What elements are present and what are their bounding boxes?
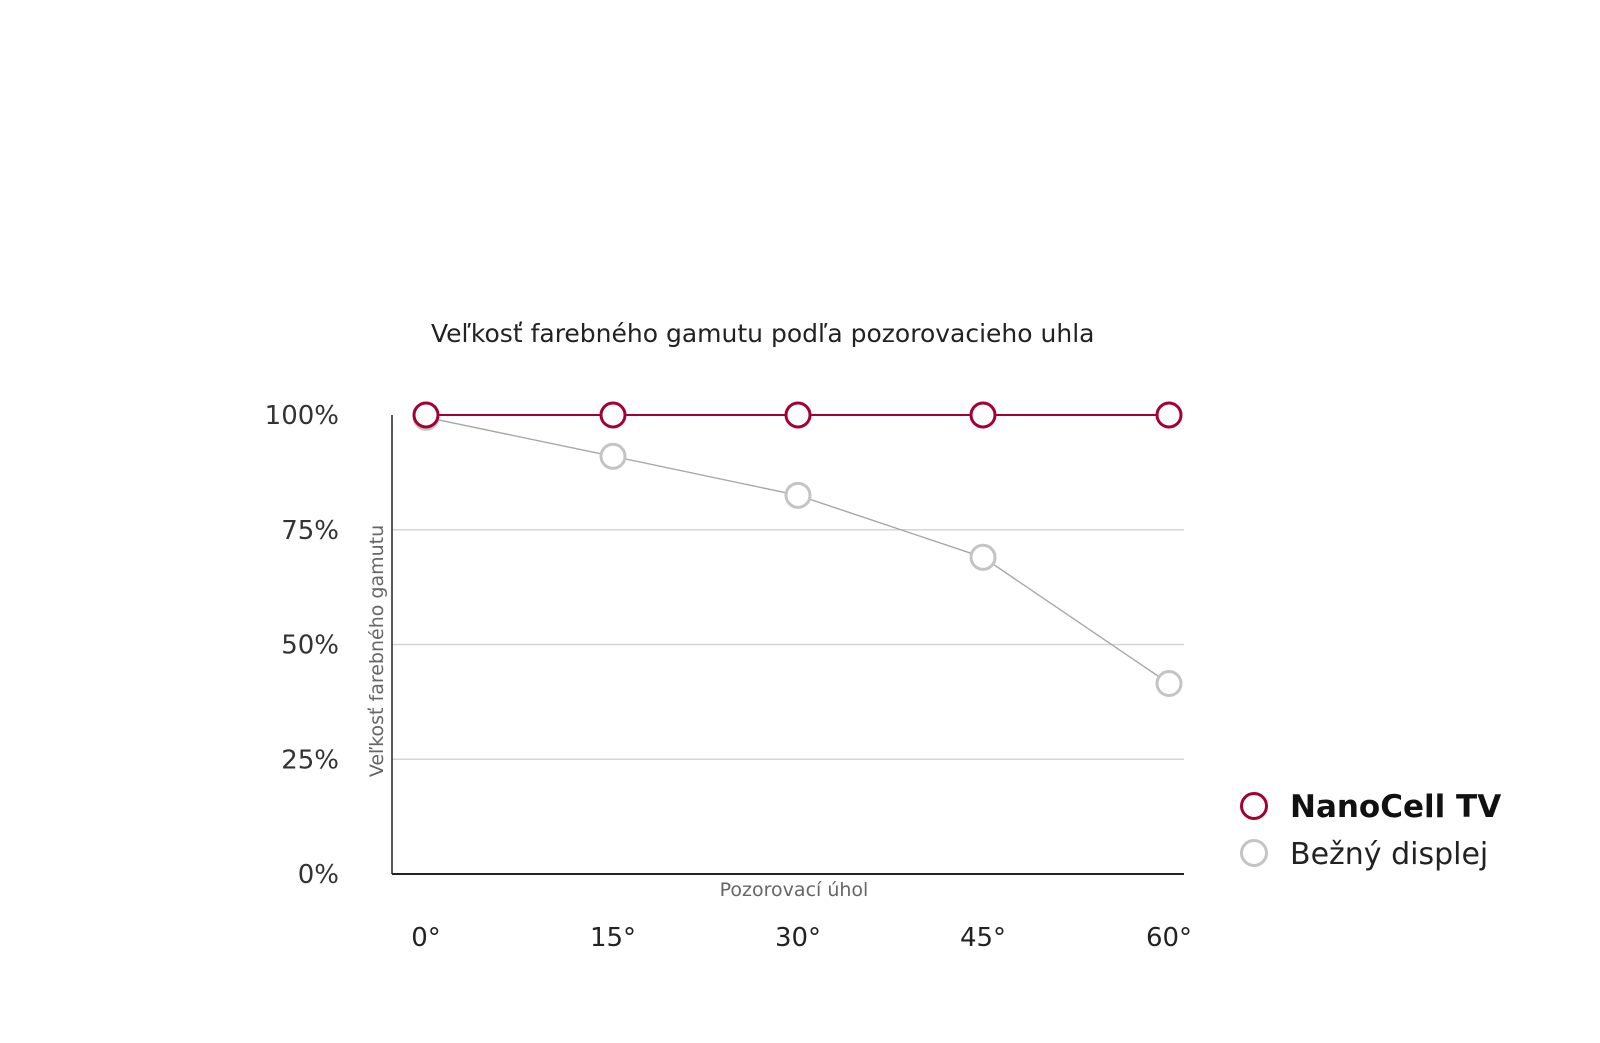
data-point-bezny-3 — [969, 543, 997, 571]
x-tick-label-2: 30° — [775, 923, 821, 953]
data-point-nanocell-4 — [1155, 401, 1183, 429]
legend-marker-nanocell — [1240, 792, 1268, 820]
x-tick-label-1: 15° — [590, 923, 636, 953]
data-point-bezny-1 — [599, 442, 627, 470]
x-tick-label-0: 0° — [411, 923, 441, 953]
y-axis-label: Veľkosť farebného gamutu — [366, 525, 388, 777]
y-tick-label-0: 0% — [298, 860, 339, 890]
chart-title: Veľkosť farebného gamutu podľa pozorovac… — [431, 319, 1094, 348]
legend: NanoCell TV Bežný displej — [1240, 789, 1501, 872]
x-tick-label-4: 60° — [1146, 923, 1192, 953]
y-tick-label-25: 25% — [281, 745, 339, 775]
y-tick-label-100: 100% — [265, 401, 339, 431]
data-point-nanocell-1 — [599, 401, 627, 429]
y-tick-label-50: 50% — [281, 631, 339, 661]
data-point-bezny-4 — [1155, 670, 1183, 698]
series-line-bezny — [425, 416, 1170, 685]
data-point-nanocell-3 — [969, 401, 997, 429]
x-tick-label-3: 45° — [960, 923, 1006, 953]
legend-marker-bezny — [1240, 839, 1268, 867]
legend-label-nanocell: NanoCell TV — [1290, 789, 1501, 825]
data-point-nanocell-0 — [412, 401, 440, 429]
data-point-bezny-2 — [784, 481, 812, 509]
data-point-nanocell-2 — [784, 401, 812, 429]
legend-label-bezny: Bežný displej — [1290, 837, 1488, 872]
y-tick-label-75: 75% — [281, 516, 339, 546]
x-axis-label: Pozorovací úhol — [720, 879, 869, 901]
